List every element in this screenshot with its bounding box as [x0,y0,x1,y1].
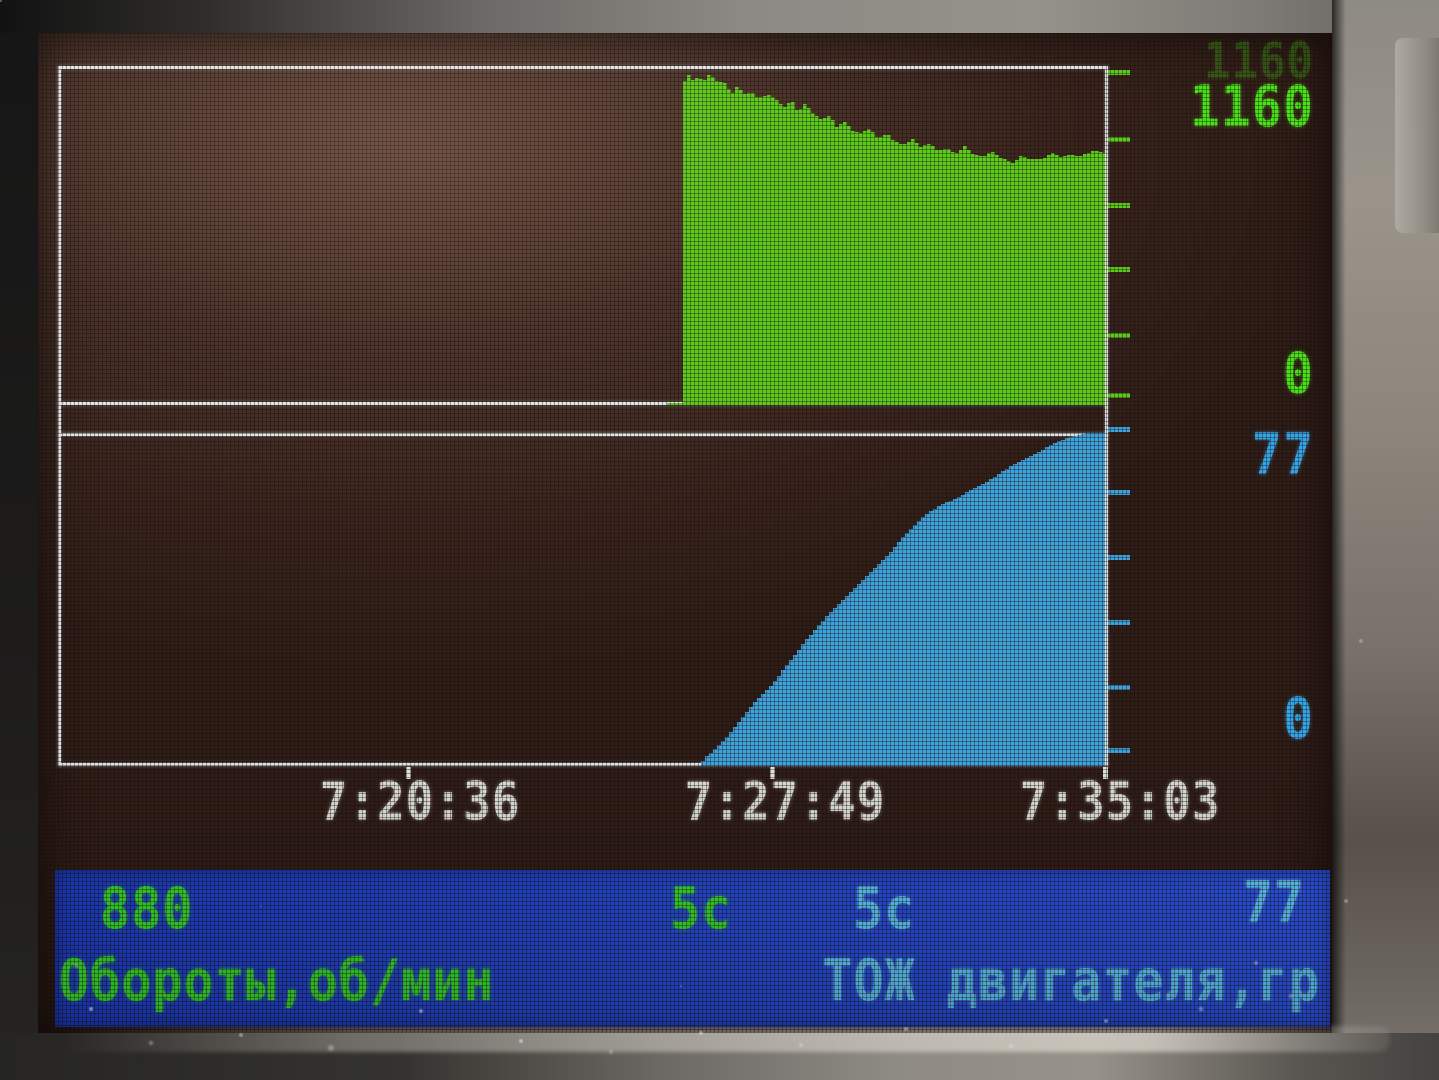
rpm-max-label: 1160 [1189,73,1314,140]
bezel-top [0,0,1439,33]
time-axis-tick [406,767,411,779]
rpm-axis-tick [1108,137,1130,142]
time-tick-label-1: 7:20:36 [319,770,521,832]
rpm-chart-bottom-border [58,402,1108,405]
status-bar: 880 5с 5с 77 Обороты,об/мин ТОЖ двигател… [55,870,1330,1027]
coolant-temp-axis-tick [1108,620,1130,625]
coolant-temp-axis-tick [1108,490,1130,495]
bezel-right-shadow [1332,0,1346,1080]
rpm-sample-interval: 5с [670,875,733,942]
coolant-temp-axis-tick [1108,555,1130,560]
time-axis-tick [770,767,775,779]
temp-min-label: 0 [1282,685,1314,752]
temp-current-value: 77 [1242,869,1305,936]
rpm-axis-tick [1108,203,1130,208]
temp-series-title: ТОЖ двигателя,гр [822,947,1320,1014]
rpm-min-label: 0 [1282,340,1314,407]
coolant-temp-axis-tick [1108,748,1130,753]
temp-max-label: 77 [1251,421,1314,488]
trend-charts [406,70,1130,779]
lcd-screen: 1160 1160 0 77 0 7:20:36 7:27:49 7:35:03… [38,33,1332,1033]
temp-chart-top-border [58,433,1108,436]
rpm-area-series [667,75,1105,405]
chart-frame-left-border [58,66,61,766]
rpm-axis-tick [1108,70,1130,75]
rpm-axis-tick [1108,393,1130,398]
bezel-left [0,33,38,1043]
bezel-side-tab [1395,38,1439,233]
rpm-max-label-ghost: 1160 [1204,33,1314,91]
coolant-temp-axis-tick [1108,427,1130,432]
rpm-axis-tick [1108,333,1130,338]
time-axis-line [58,763,1108,766]
rpm-series-title: Обороты,об/мин [59,947,495,1014]
time-tick-label-2: 7:27:49 [684,770,886,832]
coolant-temp-axis-tick [1108,685,1130,690]
rpm-current-value: 880 [100,875,194,942]
value-axis-line [1105,66,1108,766]
rpm-axis-tick [1108,267,1130,272]
rpm-chart-top-border [58,66,1108,69]
bezel-bottom-highlight [60,1026,1390,1052]
time-axis-tick [1103,767,1108,779]
temp-sample-interval: 5с [853,875,916,942]
time-tick-label-3: 7:35:03 [1019,770,1221,832]
coolant-temp-area-series [697,433,1105,766]
